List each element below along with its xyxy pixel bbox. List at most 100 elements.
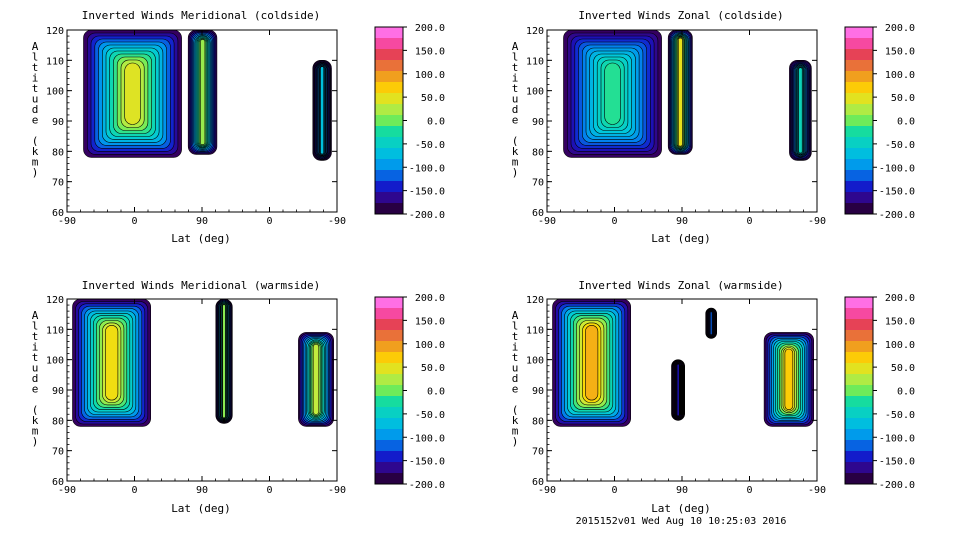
colorbar-tick-label: 0.0 bbox=[427, 387, 445, 398]
colorbar-tick-label: 200.0 bbox=[885, 23, 915, 34]
y-axis-label-char: t bbox=[512, 330, 519, 343]
colorbar-tick-label: -150.0 bbox=[879, 187, 915, 198]
y-axis-label-char: e bbox=[32, 383, 39, 396]
y-axis-label-char: l bbox=[512, 320, 519, 333]
y-axis-label-char: A bbox=[32, 40, 39, 53]
x-tick-label: -90 bbox=[58, 216, 76, 227]
footer-timestamp: 2015152v01 Wed Aug 10 10:25:03 2016 bbox=[576, 516, 787, 527]
colorbar-tick-label: -50.0 bbox=[885, 410, 915, 421]
y-axis-label-char: t bbox=[32, 82, 39, 95]
colorbar-band bbox=[845, 148, 873, 160]
x-axis-label: Lat (deg) bbox=[171, 232, 231, 245]
colorbar-band bbox=[375, 93, 403, 105]
colorbar-band bbox=[375, 330, 403, 342]
colorbar-tick-label: 150.0 bbox=[415, 316, 445, 327]
y-axis-label-char: t bbox=[32, 330, 39, 343]
colorbar-band bbox=[845, 82, 873, 94]
colorbar-band bbox=[845, 385, 873, 397]
colorbar-band bbox=[375, 27, 403, 39]
y-axis-label-char: u bbox=[32, 362, 39, 375]
colorbar-band bbox=[845, 60, 873, 72]
colorbar-band bbox=[375, 440, 403, 452]
panel-title: Inverted Winds Meridional (warmside) bbox=[82, 279, 320, 292]
contour-band bbox=[798, 67, 803, 154]
y-tick-label: 120 bbox=[46, 295, 64, 306]
colorbar-band bbox=[375, 429, 403, 441]
y-tick-label: 90 bbox=[532, 117, 544, 128]
colorbar-tick-label: 100.0 bbox=[415, 340, 445, 351]
y-tick-label: 110 bbox=[526, 325, 544, 336]
x-tick-label: 0 bbox=[131, 485, 137, 496]
colorbar-tick-label: 50.0 bbox=[421, 363, 445, 374]
colorbar-band bbox=[375, 49, 403, 61]
colorbar-tick-label: -200.0 bbox=[879, 210, 915, 221]
y-axis-label-char: ) bbox=[512, 435, 519, 448]
colorbar-band bbox=[845, 396, 873, 408]
colorbar-band bbox=[375, 60, 403, 72]
colorbar-band bbox=[375, 308, 403, 320]
colorbar-tick-label: -150.0 bbox=[409, 457, 445, 468]
y-axis-label-char: d bbox=[32, 103, 39, 116]
colorbar-band bbox=[375, 418, 403, 430]
colorbar-band bbox=[845, 126, 873, 138]
y-axis-label-char: t bbox=[32, 61, 39, 74]
y-axis-label-char: e bbox=[512, 383, 519, 396]
x-tick-label: -90 bbox=[58, 485, 76, 496]
y-tick-label: 80 bbox=[52, 147, 64, 158]
y-tick-label: 100 bbox=[46, 356, 64, 367]
colorbar-tick-label: 150.0 bbox=[415, 46, 445, 57]
y-axis-label-char: e bbox=[512, 114, 519, 127]
colorbar-band bbox=[375, 203, 403, 215]
panel-meridional-warmside: Inverted Winds Meridional (warmside) Lat… bbox=[32, 279, 445, 515]
colorbar-band bbox=[375, 396, 403, 408]
y-tick-label: 80 bbox=[532, 147, 544, 158]
colorbar-band bbox=[845, 473, 873, 485]
y-tick-label: 60 bbox=[52, 208, 64, 219]
contour-band bbox=[678, 37, 683, 147]
y-axis-label-char: m bbox=[32, 156, 39, 169]
x-tick-label: 90 bbox=[676, 485, 688, 496]
colorbar-band bbox=[845, 192, 873, 204]
colorbar-tick-label: 0.0 bbox=[897, 117, 915, 128]
y-axis-label-char: d bbox=[32, 372, 39, 385]
x-tick-label: 0 bbox=[746, 485, 752, 496]
x-tick-label: 0 bbox=[611, 216, 617, 227]
y-axis-label-char: ( bbox=[512, 404, 519, 417]
y-tick-label: 120 bbox=[526, 295, 544, 306]
contour-band bbox=[124, 62, 141, 125]
colorbar-band bbox=[845, 170, 873, 182]
colorbar-band bbox=[845, 341, 873, 353]
y-axis-label-char: ( bbox=[32, 404, 39, 417]
y-axis-label-char: k bbox=[512, 145, 519, 158]
x-tick-label: -90 bbox=[328, 216, 346, 227]
colorbar-tick-label: -50.0 bbox=[415, 140, 445, 151]
y-tick-label: 60 bbox=[532, 208, 544, 219]
colorbar-band bbox=[845, 38, 873, 50]
colorbar-tick-label: -50.0 bbox=[885, 140, 915, 151]
colorbar-tick-label: -50.0 bbox=[415, 410, 445, 421]
y-axis-label-char: m bbox=[512, 425, 519, 438]
contour-band bbox=[604, 62, 621, 125]
colorbar-tick-label: 100.0 bbox=[885, 340, 915, 351]
colorbar-band bbox=[375, 115, 403, 127]
colorbar-band bbox=[845, 203, 873, 215]
colorbar-band bbox=[375, 104, 403, 116]
colorbar-tick-label: 0.0 bbox=[897, 387, 915, 398]
y-axis-label-char: u bbox=[32, 93, 39, 106]
colorbar-tick-label: -200.0 bbox=[409, 480, 445, 491]
y-axis-label-char: l bbox=[32, 320, 39, 333]
y-axis-label-char: k bbox=[32, 414, 39, 427]
colorbar-band bbox=[375, 181, 403, 193]
colorbar-band bbox=[845, 27, 873, 39]
colorbar-band bbox=[845, 352, 873, 364]
panel-title: Inverted Winds Meridional (coldside) bbox=[82, 9, 320, 22]
y-axis-label-char: ) bbox=[512, 166, 519, 179]
contour-band bbox=[222, 304, 226, 419]
colorbar-band bbox=[375, 352, 403, 364]
x-tick-label: 0 bbox=[611, 485, 617, 496]
y-tick-label: 100 bbox=[46, 87, 64, 98]
y-tick-label: 70 bbox=[532, 447, 544, 458]
colorbar-band bbox=[845, 71, 873, 83]
colorbar-band bbox=[375, 451, 403, 463]
contour-band bbox=[585, 324, 599, 401]
